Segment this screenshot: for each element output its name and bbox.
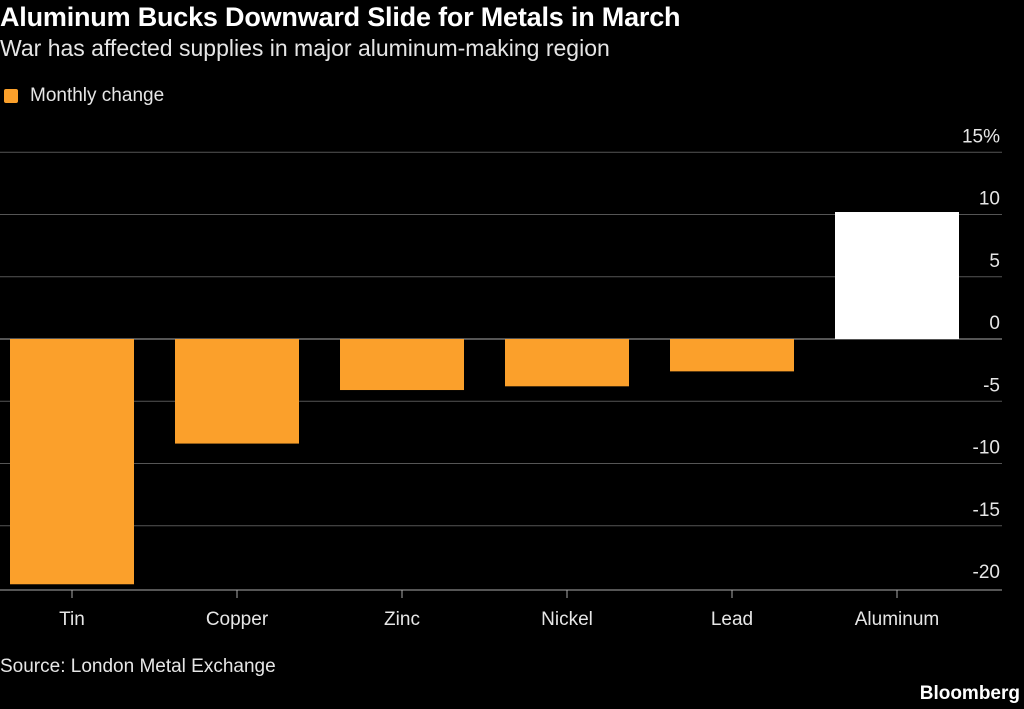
y-tick-label: -20: [973, 562, 1000, 583]
y-tick-label: 0: [989, 313, 1000, 334]
x-tick-label: Nickel: [541, 609, 593, 630]
bar-zinc: [340, 339, 464, 391]
legend-label: Monthly change: [30, 85, 165, 106]
source-note: Source: London Metal Exchange: [0, 656, 276, 677]
chart-subtitle: War has affected supplies in major alumi…: [0, 35, 610, 61]
legend: Monthly change: [4, 85, 164, 107]
x-tick-label: Copper: [206, 609, 269, 630]
bloomberg-logo: Bloomberg: [919, 683, 1020, 704]
bar-nickel: [505, 339, 629, 387]
y-tick-label: 10: [979, 189, 1000, 210]
x-tick-label: Lead: [711, 609, 753, 630]
chart-title: Aluminum Bucks Downward Slide for Metals…: [0, 2, 681, 32]
legend-swatch: [4, 89, 18, 103]
y-tick-label: -10: [973, 438, 1000, 459]
bar-copper: [175, 339, 299, 444]
x-tick-label: Aluminum: [855, 609, 939, 630]
x-tick-label: Zinc: [384, 609, 420, 630]
y-tick-label: 5: [989, 251, 1000, 272]
bar-aluminum: [835, 212, 959, 339]
y-tick-label: -15: [973, 500, 1000, 521]
bar-tin: [10, 339, 134, 585]
x-tick-label: Tin: [59, 609, 85, 630]
y-tick-label: 15%: [962, 126, 1000, 147]
bar-lead: [670, 339, 794, 372]
y-tick-label: -5: [983, 375, 1000, 396]
